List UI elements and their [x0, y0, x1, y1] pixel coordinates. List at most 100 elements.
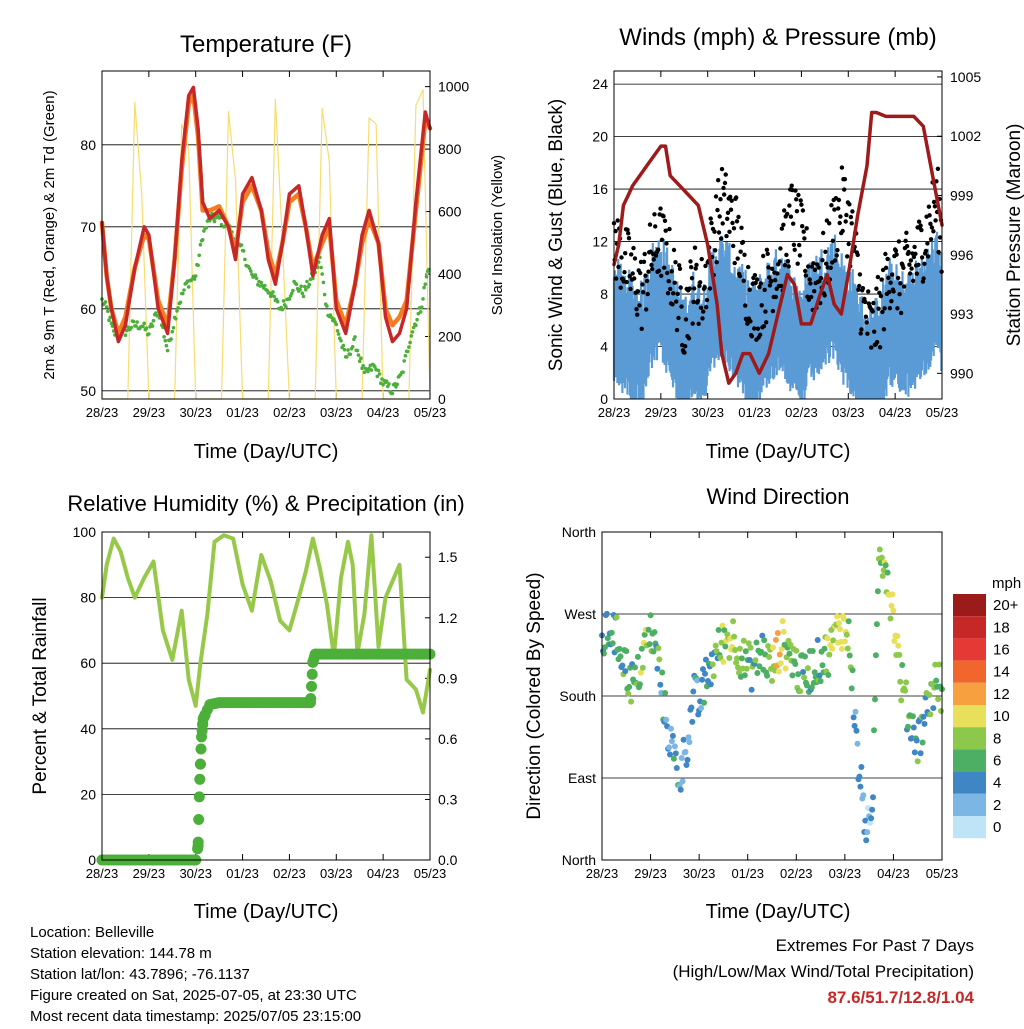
- wind-gust-point: [713, 194, 719, 199]
- wind-direction-point: [825, 672, 832, 678]
- wind-gust-point: [791, 242, 797, 247]
- wind-gust-point: [875, 274, 881, 280]
- wind-gust-point: [675, 291, 680, 297]
- dewpoint-point: [387, 382, 391, 386]
- winds-ytick-right-label: 1005: [950, 69, 981, 85]
- wind-gust-point: [869, 345, 874, 350]
- wind-direction-point: [654, 665, 661, 672]
- wind-gust-point: [918, 223, 923, 228]
- wind-direction-point: [680, 736, 687, 743]
- wind-direction-point: [936, 661, 943, 668]
- wind-direction-point: [753, 639, 760, 646]
- wind-direction-point: [889, 591, 896, 598]
- humidity-xtick-label: 04/23: [367, 866, 400, 881]
- wind-gust-point: [638, 270, 643, 276]
- wind-gust-point: [916, 219, 922, 224]
- wind-direction-point: [745, 640, 752, 647]
- wind-direction-ytick-label: North: [562, 524, 596, 540]
- wind-gust-point: [676, 315, 681, 321]
- wind-direction-point: [682, 748, 689, 755]
- wind-gust-point: [749, 334, 755, 339]
- figure-created: Figure created on Sat, 2025-07-05, at 23…: [30, 987, 357, 1004]
- wind-direction-point: [662, 690, 669, 696]
- dewpoint-point: [304, 287, 308, 292]
- wind-direction-point: [905, 723, 911, 730]
- humidity-ytick-label: 20: [80, 786, 96, 802]
- winds-ytick-label: 12: [592, 234, 608, 250]
- wind-gust-point: [770, 266, 775, 271]
- wind-gust-point: [806, 264, 811, 269]
- temperature-ytick-right-label: 400: [438, 266, 462, 282]
- wind-gust-point: [629, 252, 634, 257]
- humidity-ytick-label: 40: [80, 721, 96, 737]
- wind-gust-point: [697, 283, 702, 289]
- wind-direction-point: [816, 672, 823, 679]
- wind-gust-point: [830, 238, 836, 243]
- wind-gust-point: [719, 236, 724, 241]
- dewpoint-point: [243, 257, 247, 262]
- wind-gust-point: [701, 309, 706, 314]
- wind-gust-point: [664, 241, 669, 246]
- winds-xtick-label: 03/23: [832, 405, 865, 420]
- dewpoint-point: [147, 332, 151, 336]
- wind-gust-point: [748, 319, 753, 324]
- wind-gust-point: [712, 229, 717, 234]
- wind-gust-point: [775, 271, 780, 276]
- wind-gust-point: [872, 329, 877, 334]
- wind-gust-point: [927, 213, 932, 218]
- winds-ytick-label: 16: [592, 181, 608, 197]
- wind-gust-point: [812, 267, 818, 273]
- wind-direction-point: [860, 792, 867, 799]
- wind-gust-point: [913, 251, 918, 256]
- legend-swatch: [953, 638, 986, 661]
- precipitation-point: [305, 693, 317, 704]
- wind-gust-point: [662, 218, 668, 223]
- winds-ytick-label: 4: [600, 339, 608, 355]
- wind-gust-point: [637, 303, 642, 308]
- wind-gust-point: [662, 265, 667, 270]
- wind-gust-point: [832, 207, 837, 212]
- dewpoint-point: [175, 309, 179, 313]
- legend-label: 20+: [993, 597, 1019, 614]
- wind-gust-point: [794, 197, 799, 202]
- wind-gust-point: [782, 208, 787, 213]
- dewpoint-point: [247, 266, 252, 271]
- wind-gust-point: [797, 253, 803, 258]
- dewpoint-point: [390, 391, 395, 396]
- dewpoint-point: [290, 291, 294, 296]
- wind-gust-point: [837, 220, 842, 226]
- wind-direction-point: [666, 744, 672, 751]
- dewpoint-point: [334, 322, 339, 327]
- wind-gust-point: [645, 291, 650, 297]
- wind-gust-point: [886, 275, 891, 280]
- wind-direction-point: [609, 640, 616, 647]
- dewpoint-point: [415, 317, 419, 322]
- wind-direction-point: [686, 739, 693, 746]
- wind-gust-point: [847, 202, 852, 207]
- wind-direction-ytick-label: East: [568, 770, 596, 786]
- precipitation-point: [195, 743, 207, 755]
- temperature-ytick-label: 50: [80, 383, 96, 399]
- wind-gust-point: [764, 320, 769, 325]
- humidity-ylabel: Percent & Total Rainfall: [30, 597, 51, 794]
- wind-gust-point: [757, 284, 762, 290]
- wind-gust-point: [909, 266, 914, 271]
- dewpoint-point: [163, 338, 168, 343]
- dewpoint-point: [407, 345, 411, 349]
- wind-gust-point: [850, 209, 855, 214]
- wind-gust-point: [895, 306, 900, 311]
- wind-gust-point: [858, 331, 863, 336]
- wind-direction-point: [804, 665, 811, 672]
- dewpoint-point: [402, 359, 407, 363]
- legend-label: 0: [993, 819, 1001, 836]
- wind-gust-point: [926, 204, 932, 209]
- wind-direction-point: [935, 696, 942, 703]
- wind-gust-point: [823, 249, 828, 254]
- wind-direction-point: [896, 651, 903, 658]
- wind-direction-point: [742, 648, 749, 655]
- dewpoint-point: [155, 313, 159, 318]
- wind-gust-point: [919, 227, 924, 233]
- wind-gust-point: [708, 216, 713, 221]
- winds-xlabel: Time (Day/UTC): [706, 441, 851, 463]
- wind-direction-point: [747, 644, 754, 651]
